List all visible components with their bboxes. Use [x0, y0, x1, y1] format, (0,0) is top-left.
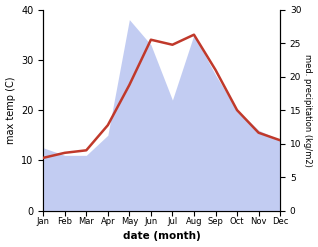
- Y-axis label: med. precipitation (kg/m2): med. precipitation (kg/m2): [303, 54, 313, 166]
- X-axis label: date (month): date (month): [123, 231, 201, 242]
- Y-axis label: max temp (C): max temp (C): [5, 76, 16, 144]
